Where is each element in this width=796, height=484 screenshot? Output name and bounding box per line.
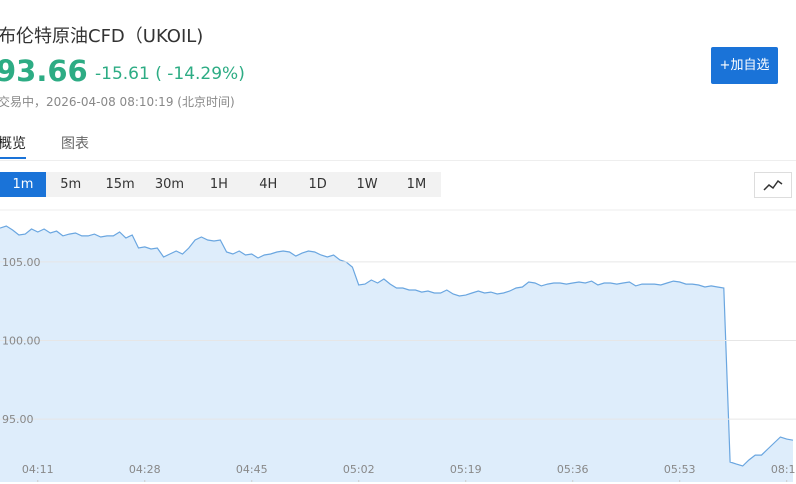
- x-tick-label: 04:11: [22, 463, 54, 476]
- x-tick-label: 05:02: [343, 463, 375, 476]
- x-tick-label: 05:36: [557, 463, 589, 476]
- interval-button[interactable]: 1m: [0, 172, 46, 197]
- price: 93.66: [0, 54, 88, 88]
- x-tick-label: 05:19: [450, 463, 482, 476]
- interval-button[interactable]: 30m: [154, 177, 185, 192]
- chart-type-button[interactable]: [754, 172, 792, 198]
- interval-button[interactable]: 15m: [105, 177, 135, 192]
- tab[interactable]: 概览: [0, 136, 26, 152]
- price-line: [0, 225, 794, 467]
- x-tick-label: 05:53: [664, 463, 696, 476]
- y-tick-label: 95.00: [2, 413, 34, 426]
- tab-indicator: [0, 157, 26, 159]
- interval-button[interactable]: 4H: [259, 177, 278, 192]
- x-tick-label: 04:45: [236, 463, 268, 476]
- change: -15.61 ( -14.29%): [95, 64, 245, 84]
- interval-button[interactable]: 1M: [406, 177, 427, 192]
- title: 布伦特原油CFD（UKOIL): [0, 26, 204, 47]
- interval-button[interactable]: 1H: [209, 177, 228, 192]
- line-icon: [763, 179, 783, 191]
- interval-button[interactable]: 1W: [356, 177, 378, 192]
- divider: [0, 160, 796, 161]
- area-fill: [0, 226, 793, 482]
- tab[interactable]: 图表: [61, 136, 89, 152]
- y-tick-label: 100.00: [2, 334, 41, 347]
- interval-button[interactable]: 1D: [308, 177, 327, 192]
- y-tick-label: 105.00: [2, 256, 41, 269]
- interval-button[interactable]: 5m: [60, 177, 82, 192]
- x-tick-label: 08:10: [771, 463, 796, 476]
- status: 交易中，2026-04-08 08:10:19 (北京时间): [0, 95, 235, 109]
- x-tick-label: 04:28: [129, 463, 161, 476]
- interval-bar: 1m 5m 15m 30m 1H 4H 1D 1W 1M: [0, 172, 442, 197]
- add-watchlist-button[interactable]: +加自选: [711, 47, 778, 84]
